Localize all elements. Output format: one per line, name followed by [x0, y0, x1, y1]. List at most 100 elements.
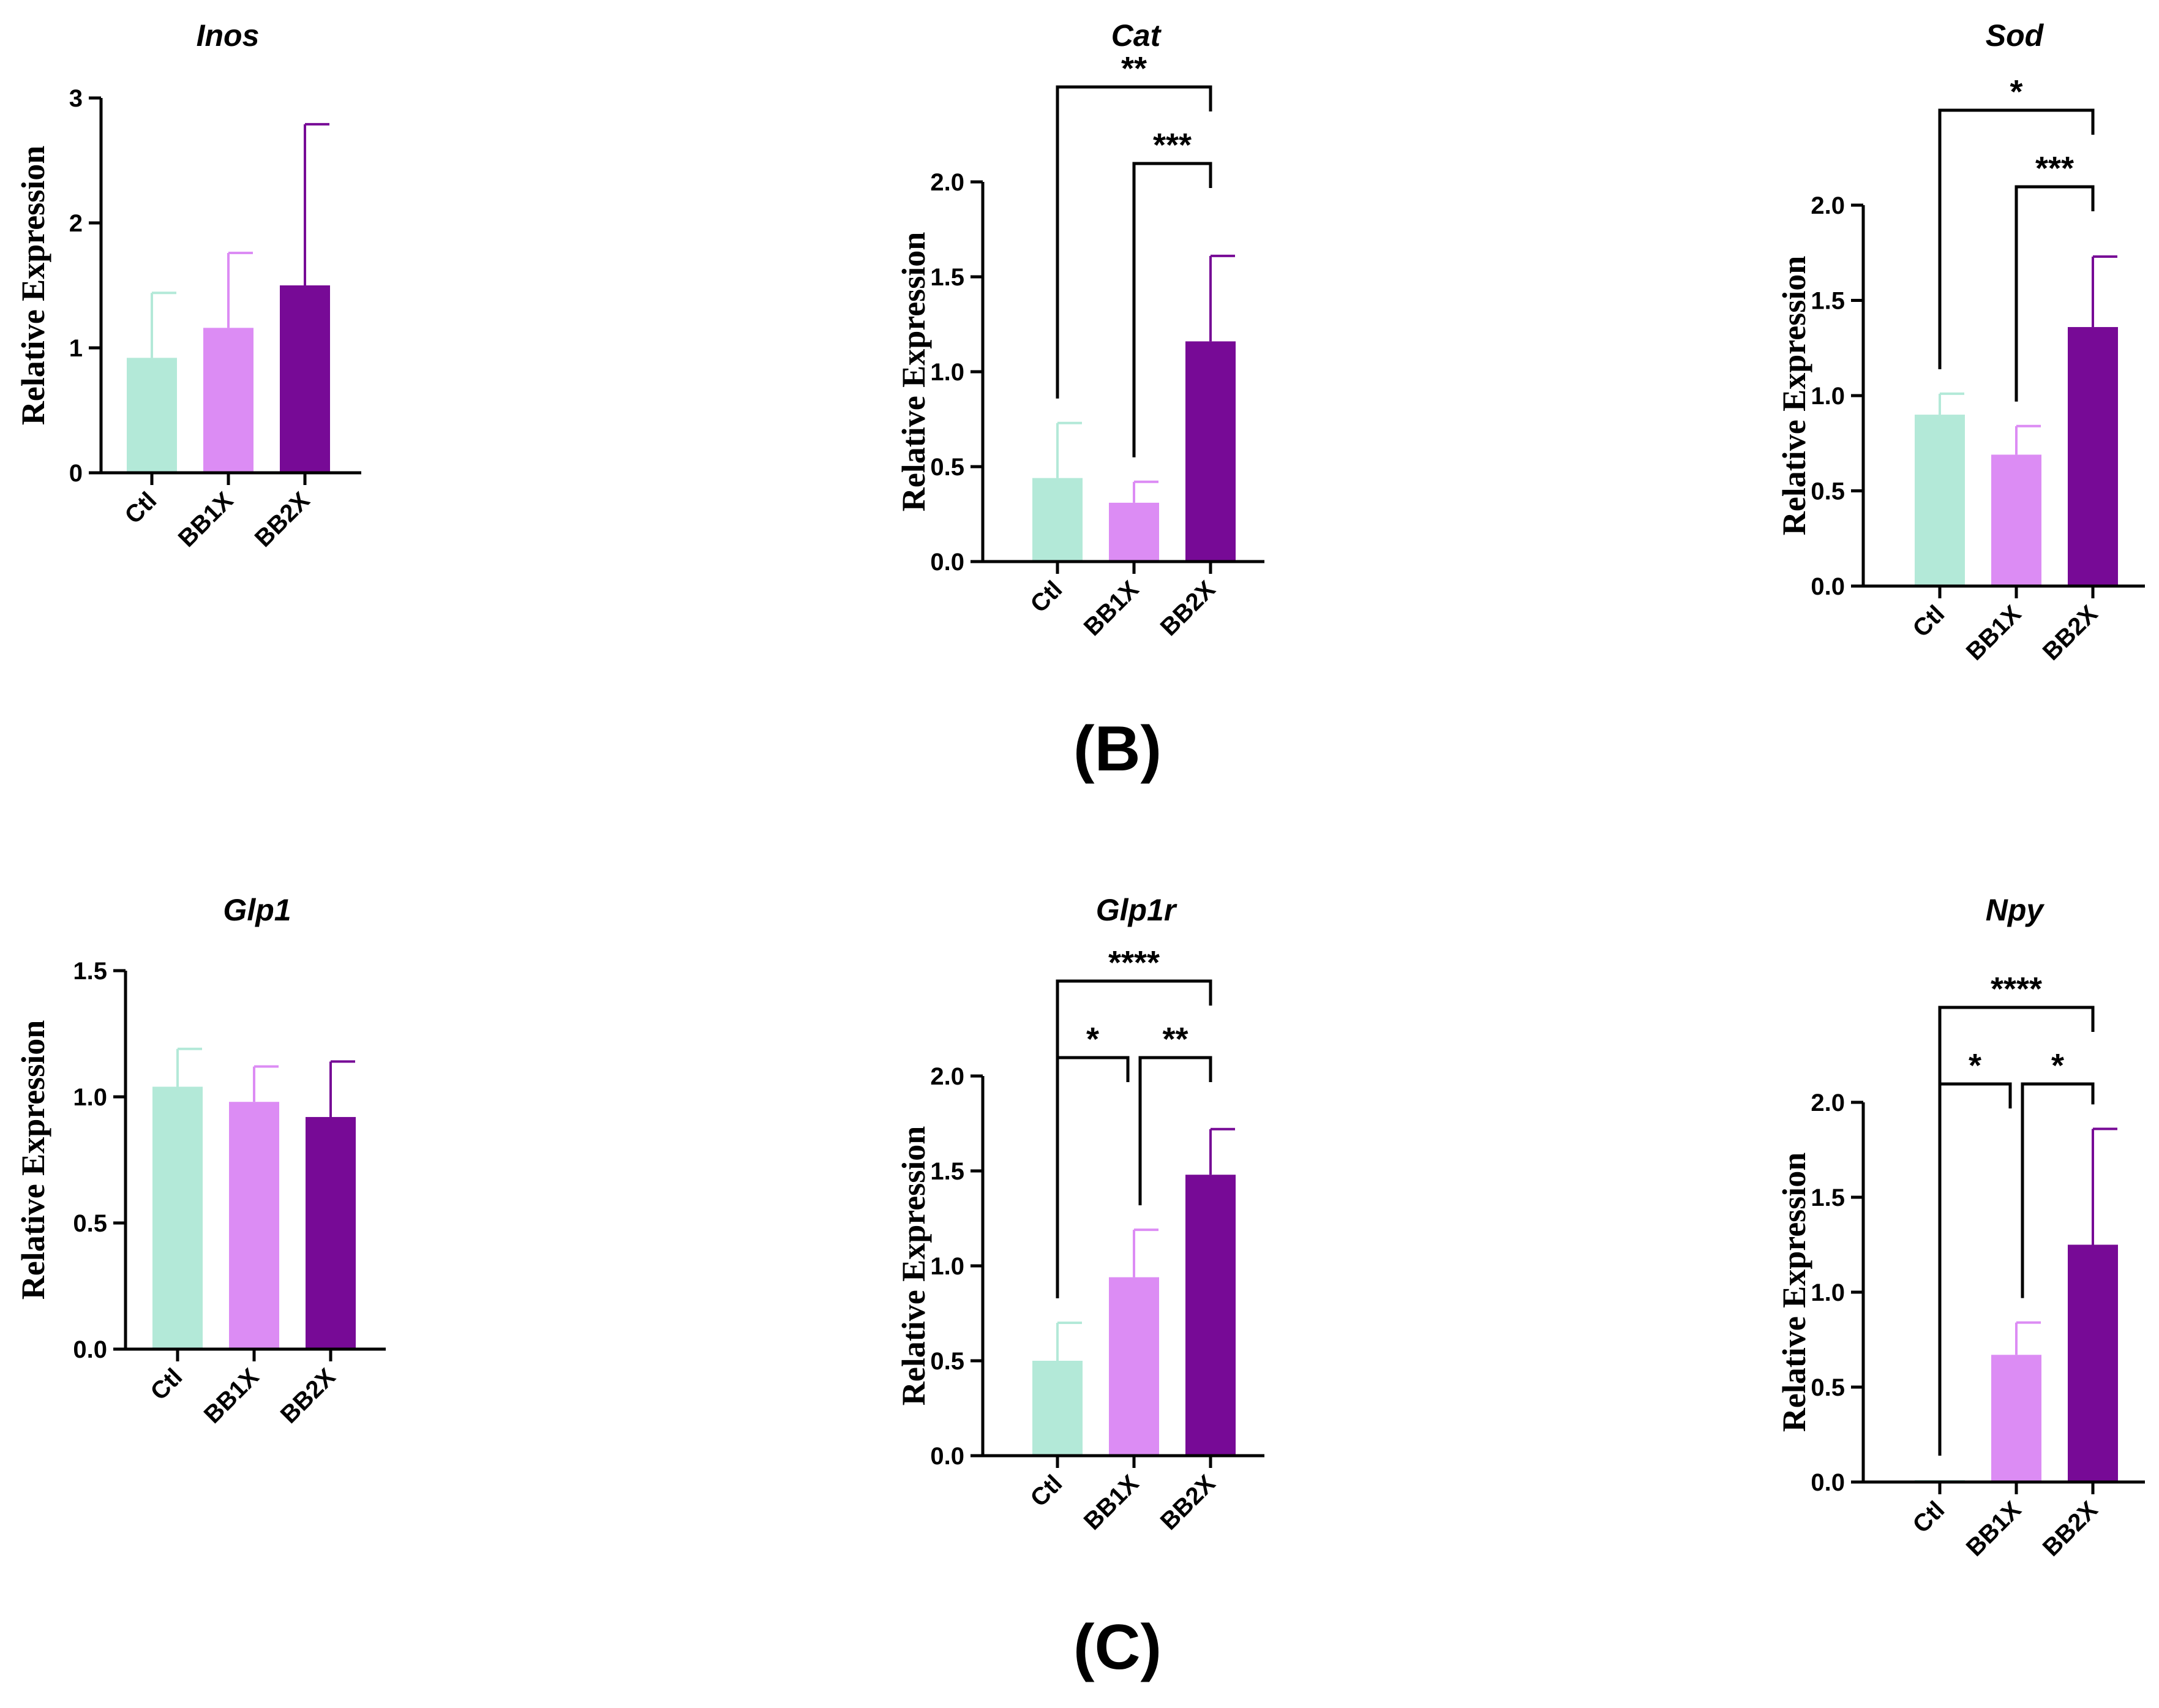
x-tick-label: Ctl	[1026, 1470, 1068, 1512]
significance-label: ****	[1108, 944, 1160, 981]
significance-bracket	[1056, 1056, 1130, 1298]
x-tick-label: Ctl	[1908, 600, 1950, 642]
bar-ctl	[1032, 1361, 1083, 1456]
bar-bb1x	[203, 328, 253, 473]
y-tick-label: 3	[69, 85, 83, 112]
chart-cat: Cat Relative Expression 0.0 0.5 1.0 1.5 2.0 Ctl…	[895, 18, 1264, 641]
y-tick-label: 2	[69, 210, 83, 237]
significance-bracket	[1056, 85, 1212, 399]
significance-bracket	[1938, 108, 2095, 369]
significance-label: *	[2010, 73, 2022, 110]
y-axis-label: Relative Expression	[1776, 1153, 1812, 1432]
bar-ctl	[152, 1086, 203, 1349]
panel-label-b: (B)	[1073, 713, 1162, 784]
y-tick-label: 0	[69, 460, 83, 487]
x-tick-label: BB2X	[1155, 1470, 1221, 1535]
y-tick-label: 1.0	[73, 1084, 107, 1111]
y-tick-label: 1.0	[930, 1253, 964, 1280]
x-tick-label: BB1X	[199, 1363, 265, 1429]
chart-glp1: Glp1 Relative Expression 0.0 0.5 1.0 1.5 Ctl BB…	[15, 893, 386, 1429]
y-tick-label: 2.0	[1811, 192, 1845, 219]
y-tick-label: 0.5	[1811, 1374, 1845, 1401]
y-tick-label: 0.0	[930, 549, 964, 576]
bar-bb2x	[2068, 1244, 2118, 1482]
y-tick-label: 2.0	[930, 169, 964, 196]
x-tick-label: BB1X	[1079, 576, 1144, 641]
y-tick-label: 1.5	[1811, 1184, 1845, 1211]
y-tick-label: 0.0	[73, 1336, 107, 1363]
y-tick-label: 0.5	[930, 454, 964, 481]
x-tick-label: BB1X	[1079, 1470, 1144, 1535]
chart-title: Npy	[1986, 893, 2045, 927]
y-tick-label: 1.0	[1811, 383, 1845, 410]
significance-label: ****	[1991, 971, 2042, 1007]
bar-bb1x	[229, 1102, 279, 1349]
bar-bb2x	[1185, 1175, 1236, 1456]
significance-bracket	[1138, 1056, 1212, 1206]
x-tick-label: BB2X	[250, 487, 315, 552]
y-tick-label: 0.0	[1811, 573, 1845, 600]
bar-bb2x	[2068, 327, 2118, 586]
bar-bb1x	[1991, 1355, 2041, 1482]
y-axis-label: Relative Expression	[1776, 256, 1812, 536]
y-tick-label: 1.5	[73, 958, 107, 985]
chart-sod: Sod Relative Expression 0.0 0.5 1.0 1.5 2.0 Ctl…	[1776, 18, 2145, 666]
significance-label: ***	[1153, 127, 1192, 164]
y-axis-label: Relative Expression	[895, 232, 932, 512]
significance-label: ***	[2035, 150, 2074, 187]
y-tick-label: 1.5	[1811, 288, 1845, 315]
x-tick-label: BB1X	[1961, 600, 2027, 666]
bar-bb1x	[1109, 1277, 1159, 1456]
chart-glp1r: Glp1r Relative Expression 0.0 0.5 1.0 1.5 2.0 C…	[895, 893, 1264, 1535]
x-tick-label: BB2X	[1155, 576, 1221, 641]
y-tick-label: 0.5	[73, 1210, 107, 1237]
significance-label: *	[2051, 1047, 2064, 1084]
chart-title: Glp1r	[1096, 893, 1177, 927]
bar-bb2x	[1185, 341, 1236, 562]
significance-label: *	[1086, 1021, 1099, 1058]
x-tick-label: Ctl	[120, 487, 162, 529]
bar-ctl	[1032, 478, 1083, 562]
y-tick-label: 0.0	[1811, 1469, 1845, 1496]
significance-bracket	[2014, 185, 2095, 402]
y-tick-label: 0.0	[930, 1443, 964, 1470]
significance-bracket	[1132, 162, 1212, 457]
x-tick-label: BB1X	[1961, 1496, 2027, 1562]
chart-inos: Inos Relative Expression 0 1 2 3 Ctl BB1X BB2X	[15, 18, 361, 552]
x-tick-label: BB2X	[2038, 600, 2103, 666]
x-tick-label: BB2X	[2038, 1496, 2103, 1562]
y-axis-label: Relative Expression	[15, 146, 51, 426]
y-tick-label: 1.5	[930, 264, 964, 291]
y-tick-label: 0.5	[930, 1348, 964, 1375]
significance-label: **	[1162, 1021, 1188, 1058]
x-tick-label: Ctl	[146, 1363, 188, 1405]
y-axis-label: Relative Expression	[15, 1020, 51, 1300]
significance-label: **	[1121, 50, 1147, 87]
y-tick-label: 0.5	[1811, 478, 1845, 505]
chart-title: Cat	[1111, 18, 1162, 53]
y-tick-label: 1	[69, 335, 83, 362]
x-tick-label: Ctl	[1908, 1496, 1950, 1538]
y-axis-label: Relative Expression	[895, 1126, 932, 1406]
chart-title: Sod	[1986, 18, 2044, 53]
chart-npy: Npy Relative Expression 0.0 0.5 1.0 1.5 2.0 Ctl…	[1776, 893, 2145, 1562]
y-tick-label: 1.0	[930, 359, 964, 386]
significance-bracket	[2021, 1082, 2095, 1298]
bar-bb1x	[1109, 502, 1159, 562]
panel-label-c: (C)	[1073, 1612, 1162, 1683]
significance-bracket	[1056, 979, 1212, 1298]
chart-title: Inos	[197, 18, 260, 53]
significance-bracket	[1938, 1006, 2095, 1456]
y-tick-label: 1.0	[1811, 1279, 1845, 1306]
x-tick-label: Ctl	[1026, 576, 1068, 618]
bar-bb2x	[306, 1116, 356, 1349]
y-tick-label: 1.5	[930, 1158, 964, 1185]
x-tick-label: BB1X	[173, 487, 239, 552]
bar-ctl	[127, 358, 177, 473]
significance-label: *	[1969, 1047, 1981, 1084]
bar-bb1x	[1991, 454, 2041, 586]
chart-title: Glp1	[223, 893, 291, 927]
x-tick-label: BB2X	[276, 1363, 341, 1429]
bar-bb2x	[280, 285, 330, 473]
